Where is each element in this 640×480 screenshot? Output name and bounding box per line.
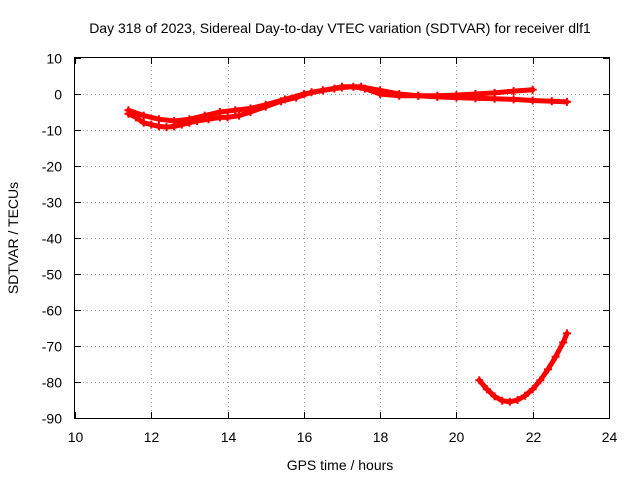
y-tick-label: 10	[46, 51, 62, 67]
data-point	[261, 100, 270, 109]
y-tick-label: -40	[42, 231, 62, 247]
data-point	[338, 82, 346, 91]
data-point	[563, 97, 571, 106]
y-tick-label: -70	[42, 339, 62, 355]
data-point	[139, 118, 148, 127]
data-point	[521, 391, 530, 400]
data-point	[528, 96, 537, 105]
data-point	[185, 115, 194, 124]
data-point	[147, 120, 156, 129]
data-point	[482, 385, 491, 394]
data-point	[223, 113, 232, 122]
x-tick-label: 16	[297, 429, 313, 445]
data-point	[139, 111, 148, 120]
series-dip-arc	[475, 329, 571, 406]
data-point	[235, 111, 243, 120]
x-tick-label: 20	[449, 429, 465, 445]
data-point	[154, 122, 163, 131]
y-tick-label: -50	[42, 267, 62, 283]
data-point	[563, 329, 571, 338]
series-line	[476, 330, 570, 405]
data-point	[490, 88, 499, 97]
series-main-band-upper	[124, 82, 537, 125]
x-tick-label: 18	[373, 429, 389, 445]
data-point	[154, 115, 163, 124]
x-tick-label: 22	[526, 429, 542, 445]
y-tick-label: -80	[42, 375, 62, 391]
data-point	[124, 106, 133, 115]
series-layer	[124, 82, 571, 406]
data-point	[395, 90, 404, 98]
y-tick-label: -90	[42, 411, 62, 427]
data-point	[357, 82, 366, 91]
x-tick-label: 10	[68, 429, 84, 445]
y-tick-label: -20	[42, 159, 62, 175]
data-point	[215, 108, 224, 116]
data-point	[498, 396, 507, 405]
data-point	[505, 397, 514, 406]
data-point	[490, 392, 499, 401]
x-tick-label: 14	[221, 429, 237, 445]
data-point	[528, 385, 537, 394]
data-point	[547, 97, 556, 106]
data-point	[471, 90, 480, 98]
data-point	[170, 117, 179, 125]
data-point	[509, 95, 518, 104]
x-tick-label: 12	[144, 429, 160, 445]
data-point	[452, 91, 461, 100]
data-point	[246, 104, 255, 113]
data-point	[528, 85, 537, 94]
y-tick-label: -60	[42, 303, 62, 319]
data-point	[544, 365, 552, 374]
tick-layer: 10 12 14 16 18 20 22 24 10 0 -10 -20 -30 -40 -50 -60 -70…	[42, 51, 618, 446]
chart-title: Day 318 of 2023, Sidereal Day-to-day VTE…	[89, 20, 591, 36]
grid-layer	[75, 58, 609, 418]
data-point	[551, 352, 560, 361]
data-point	[200, 111, 209, 120]
y-tick-label: -30	[42, 195, 62, 211]
data-point	[559, 338, 568, 347]
y-axis-label: SDTVAR / TECUs	[5, 182, 21, 294]
data-point	[299, 90, 308, 98]
data-point	[318, 86, 327, 95]
data-point	[433, 91, 442, 100]
data-point	[475, 376, 484, 385]
y-tick-label: -10	[42, 123, 62, 139]
x-axis-label: GPS time / hours	[287, 457, 394, 473]
plot-frame	[74, 57, 610, 419]
data-point	[376, 86, 385, 95]
data-point	[509, 87, 518, 96]
data-point	[231, 106, 240, 115]
data-point	[162, 123, 171, 132]
x-tick-label: 24	[602, 429, 618, 445]
y-tick-label: 0	[54, 87, 62, 103]
data-point	[280, 95, 289, 104]
data-point	[513, 396, 522, 404]
data-point	[414, 91, 423, 100]
data-point	[536, 376, 545, 385]
